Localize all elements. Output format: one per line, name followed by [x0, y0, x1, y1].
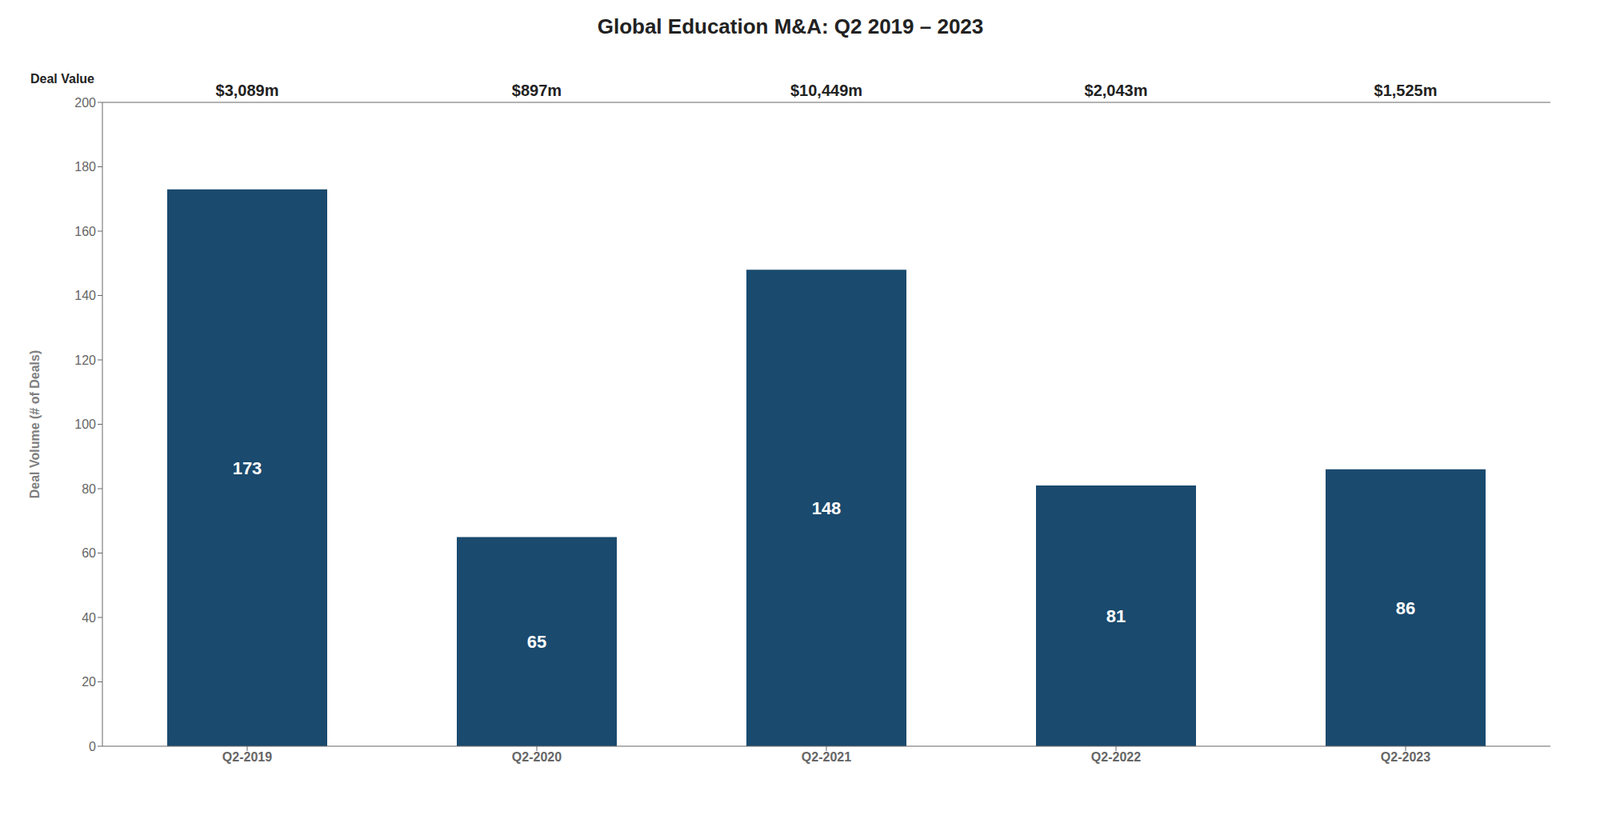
svg-text:Q2-2022: Q2-2022	[1091, 750, 1141, 764]
svg-text:148: 148	[812, 498, 842, 519]
svg-text:Q2-2019: Q2-2019	[222, 750, 272, 764]
svg-text:81: 81	[1106, 606, 1126, 627]
svg-text:$897m: $897m	[512, 81, 562, 100]
svg-text:Q2-2020: Q2-2020	[512, 750, 562, 764]
svg-text:100: 100	[74, 417, 96, 432]
svg-text:$2,043m: $2,043m	[1084, 81, 1148, 100]
svg-text:140: 140	[74, 288, 96, 303]
svg-text:$10,449m: $10,449m	[790, 81, 863, 100]
svg-text:Q2-2021: Q2-2021	[801, 750, 852, 764]
svg-text:Q2-2023: Q2-2023	[1380, 750, 1431, 764]
svg-text:80: 80	[81, 482, 96, 496]
svg-text:180: 180	[74, 160, 96, 174]
svg-text:160: 160	[74, 224, 96, 239]
svg-text:20: 20	[81, 675, 96, 689]
svg-text:200: 200	[74, 96, 96, 110]
svg-text:40: 40	[81, 611, 96, 625]
svg-text:$3,089m: $3,089m	[216, 81, 280, 100]
svg-text:Deal Value: Deal Value	[30, 72, 95, 86]
svg-text:0: 0	[88, 740, 96, 754]
svg-text:65: 65	[527, 632, 547, 652]
html-text:Global Education M&A: Q2 2019: Global Education M&A: Q2 2019 – 2023	[597, 14, 984, 39]
svg-text:$1,525m: $1,525m	[1374, 81, 1438, 100]
svg-text:173: 173	[232, 458, 263, 479]
svg-text:Deal Volume (# of Deals): Deal Volume (# of Deals)	[28, 350, 42, 500]
svg-text:60: 60	[81, 546, 96, 560]
svg-text:120: 120	[74, 353, 96, 368]
svg-text:86: 86	[1396, 598, 1416, 619]
